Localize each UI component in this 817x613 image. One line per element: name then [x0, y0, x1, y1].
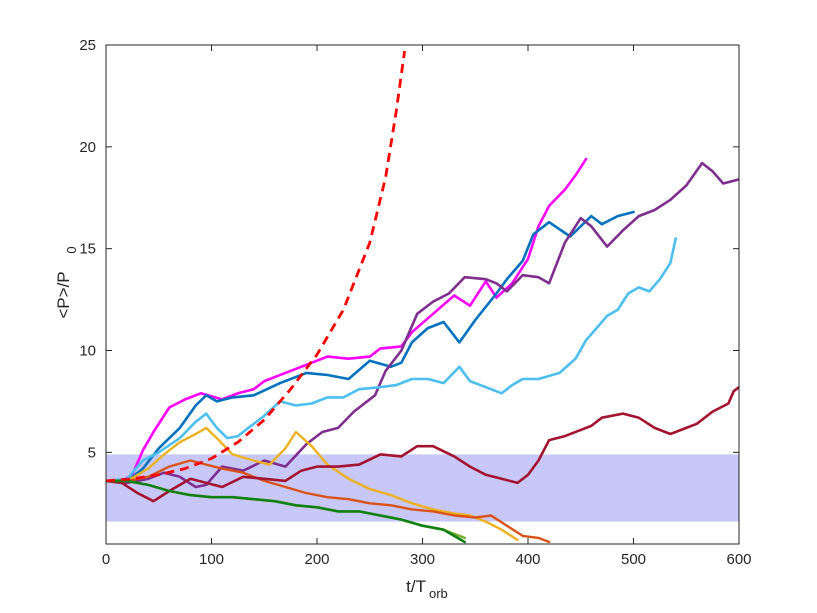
- series-line-2: [106, 210, 635, 483]
- x-tick-label: 300: [410, 551, 435, 568]
- series-line-3: [106, 161, 739, 489]
- series-line-7: [106, 385, 739, 503]
- y-tick-label: 25: [79, 37, 96, 54]
- series-line-4: [106, 237, 677, 483]
- x-tick-label: 100: [199, 551, 224, 568]
- y-axis-title-subscript: 0: [64, 246, 79, 253]
- y-axis-title-group: <P>/P: [54, 271, 73, 318]
- x-axis-title: t/T: [406, 577, 426, 596]
- series-line-5: [106, 426, 519, 542]
- y-axis-subscript-group: 0: [64, 246, 79, 253]
- tick-layer: 0 100 200 300 400 500 600 5 10 15 20 25: [79, 37, 751, 568]
- x-tick-label: 500: [621, 551, 646, 568]
- series-line-10: [106, 50, 406, 483]
- y-tick-label: 10: [79, 343, 96, 360]
- y-axis-title: <P>/P: [54, 271, 73, 318]
- series-layer: [106, 50, 739, 544]
- x-tick-label: 400: [515, 551, 540, 568]
- series-line-9: [106, 479, 466, 544]
- y-tick-label: 20: [79, 139, 96, 156]
- series-line-1: [106, 157, 588, 483]
- x-tick-label: 600: [726, 551, 751, 568]
- x-tick-label: 200: [304, 551, 329, 568]
- x-tick-label: 0: [102, 551, 110, 568]
- y-tick-label: 15: [79, 241, 96, 258]
- series-line-6: [106, 459, 551, 544]
- y-tick-label: 5: [88, 444, 96, 461]
- x-axis-title-subscript: orb: [429, 586, 448, 601]
